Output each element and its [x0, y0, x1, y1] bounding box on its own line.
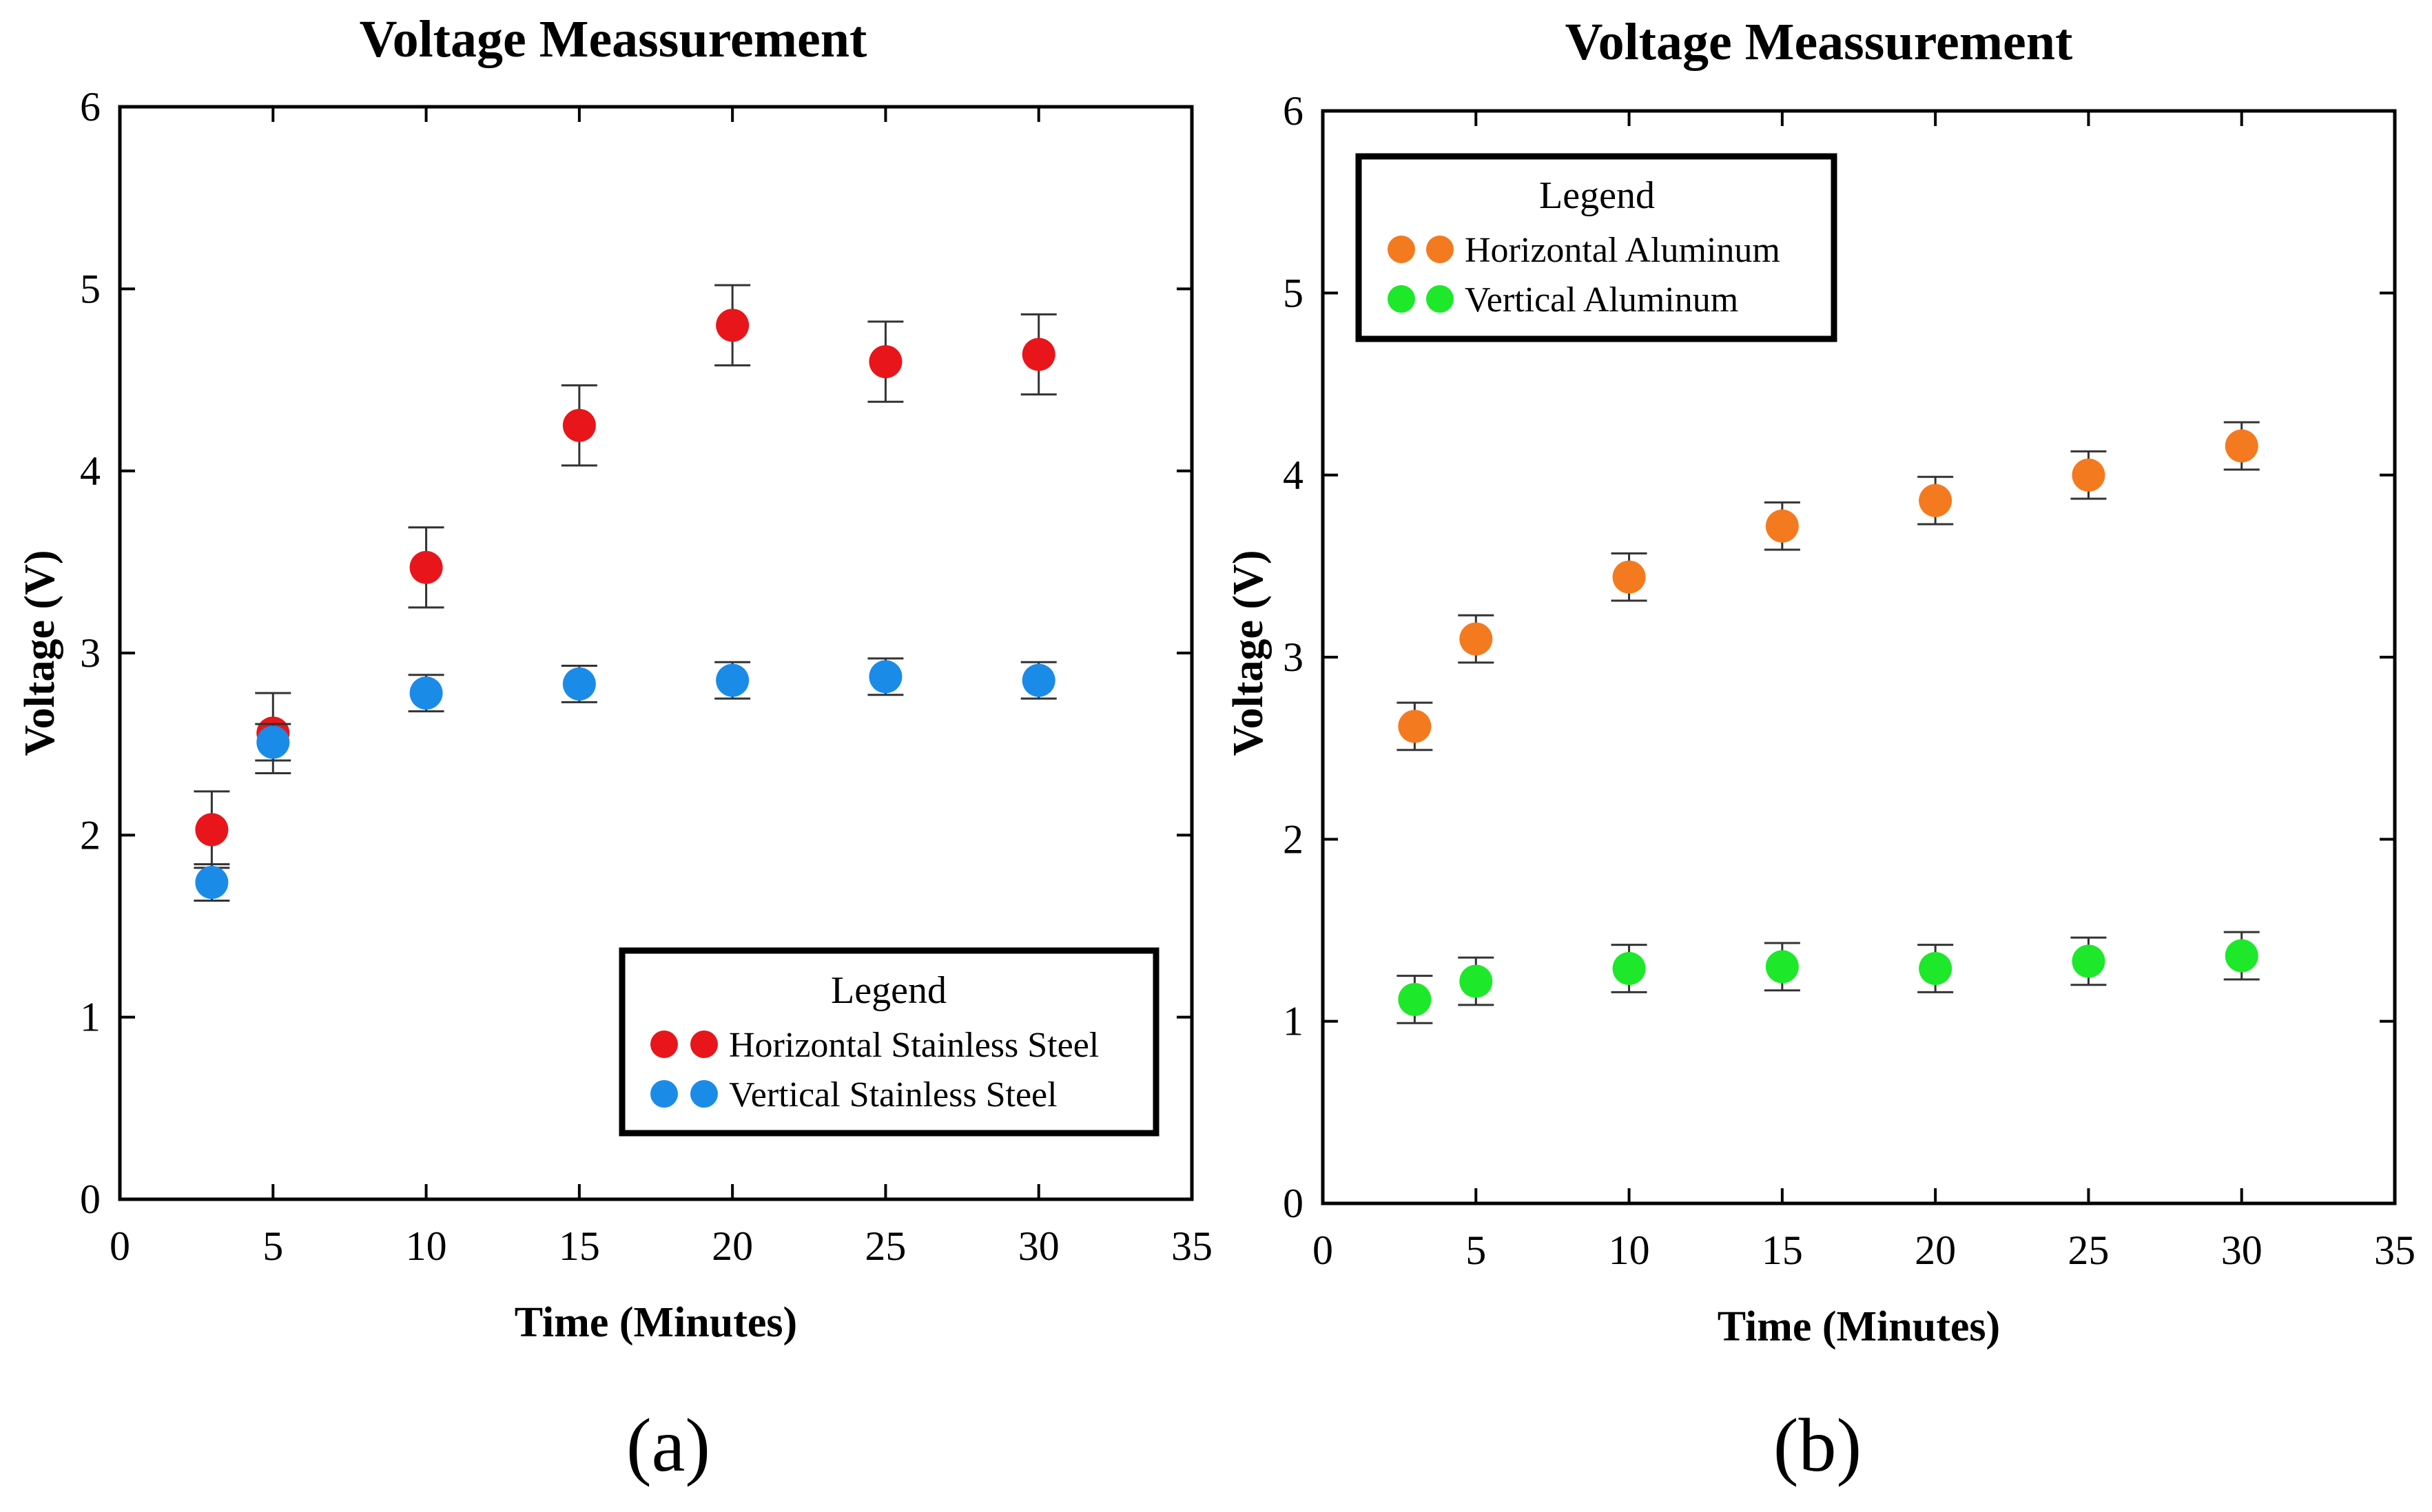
- data-layer: [1397, 421, 2260, 1024]
- data-point: [1612, 560, 1646, 594]
- data-point: [2072, 458, 2105, 492]
- y-tick-labels: 0 1 2 3 4 5 6: [80, 84, 101, 1222]
- data-point: [869, 345, 903, 379]
- data-point: [1765, 950, 1799, 984]
- chart-title: Voltage Meassurement: [360, 10, 867, 68]
- y-tick-label: 1: [80, 995, 101, 1040]
- data-point: [1612, 952, 1646, 986]
- x-tick-label: 25: [865, 1223, 906, 1269]
- y-tick-label: 5: [1283, 270, 1303, 315]
- legend-marker: [1426, 236, 1454, 263]
- y-tick-label: 2: [1283, 816, 1303, 862]
- x-tick-label: 0: [110, 1223, 130, 1269]
- legend-marker: [690, 1080, 718, 1108]
- data-point: [195, 813, 229, 847]
- x-axis-label: Time (Minutes): [515, 1299, 797, 1346]
- y-tick-labels: 0 1 2 3 4 5 6: [1283, 88, 1303, 1226]
- chart-panel-a: Voltage Meassurement 0 5 10 15 20 25 30 35 0123…: [17, 10, 1213, 1487]
- y-tick-label: 3: [80, 630, 101, 676]
- y-axis-label: Voltage (V): [1225, 550, 1272, 756]
- data-point: [1765, 509, 1799, 543]
- data-point: [1398, 710, 1432, 743]
- x-tick-label: 20: [1915, 1228, 1956, 1273]
- panel-label: (a): [626, 1403, 710, 1487]
- legend-label: Horizontal Aluminum: [1465, 231, 1780, 270]
- legend-marker: [1388, 236, 1415, 263]
- legend-label: Horizontal Stainless Steel: [729, 1026, 1099, 1065]
- data-point: [869, 660, 903, 694]
- data-point: [1459, 622, 1493, 656]
- data-point: [716, 663, 750, 697]
- x-tick-label: 25: [2068, 1228, 2109, 1273]
- data-point: [562, 408, 596, 442]
- legend-title: Legend: [1539, 174, 1655, 217]
- data-point: [2225, 939, 2258, 973]
- data-point: [1919, 952, 1952, 986]
- legend-marker: [650, 1031, 678, 1058]
- data-point: [1398, 982, 1432, 1016]
- axis-ticks: [1321, 110, 2396, 1205]
- legend-marker: [1388, 285, 1415, 313]
- y-tick-label: 4: [80, 448, 101, 494]
- data-point: [2072, 944, 2105, 978]
- legend-marker: [1426, 285, 1454, 313]
- y-tick-label: 1: [1283, 999, 1303, 1044]
- data-point: [716, 309, 750, 342]
- x-tick-label: 30: [1018, 1223, 1060, 1269]
- x-tick-label: 0: [1312, 1228, 1333, 1273]
- x-tick-label: 35: [1171, 1223, 1213, 1269]
- chart-panel-b: Voltage Meassurement 0 5 10 15 20 25 30 35 0123…: [1225, 13, 2415, 1487]
- legend-title: Legend: [831, 969, 947, 1012]
- y-tick-label: 5: [80, 266, 101, 311]
- y-tick-label: 3: [1283, 634, 1303, 680]
- data-point: [195, 866, 229, 900]
- x-tick-labels: 0 5 10 15 20 25 30 35: [110, 1223, 1213, 1269]
- series-1: [1397, 931, 2260, 1024]
- legend: Legend Horizontal Aluminum Vertical Alum…: [1355, 153, 1837, 342]
- y-tick-label: 2: [80, 812, 101, 858]
- x-tick-label: 5: [262, 1223, 283, 1269]
- x-tick-label: 5: [1465, 1228, 1486, 1273]
- legend-label: Vertical Aluminum: [1465, 280, 1738, 320]
- data-point: [409, 550, 443, 584]
- data-point: [1919, 484, 1952, 517]
- chart-title: Voltage Meassurement: [1565, 13, 2073, 71]
- x-tick-label: 35: [2374, 1228, 2415, 1273]
- x-tick-label: 20: [712, 1223, 753, 1269]
- y-tick-label: 6: [80, 84, 101, 130]
- data-point: [562, 667, 596, 701]
- y-tick-label: 4: [1283, 453, 1303, 498]
- data-point: [1022, 663, 1055, 697]
- series-0: [1397, 421, 2260, 752]
- x-axis-label: Time (Minutes): [1718, 1303, 2000, 1350]
- x-tick-label: 30: [2221, 1228, 2263, 1273]
- x-tick-label: 10: [1609, 1228, 1650, 1273]
- data-point: [1022, 338, 1055, 371]
- legend-marker: [690, 1031, 718, 1058]
- panel-label: (b): [1773, 1403, 1862, 1487]
- legend: Legend Horizontal Stainless Steel Vertic…: [619, 947, 1160, 1137]
- series-0: [194, 284, 1057, 869]
- data-point: [409, 676, 443, 710]
- data-point: [1459, 964, 1493, 998]
- x-tick-label: 15: [1762, 1228, 1803, 1273]
- data-layer: [194, 284, 1057, 902]
- x-tick-labels: 0 5 10 15 20 25 30 35: [1312, 1228, 2415, 1273]
- data-point: [256, 725, 290, 759]
- axis-ticks: [118, 105, 1193, 1201]
- data-point: [2225, 429, 2258, 463]
- y-tick-label: 0: [1283, 1181, 1303, 1226]
- legend-marker: [650, 1080, 678, 1108]
- x-tick-label: 10: [406, 1223, 447, 1269]
- series-1: [194, 657, 1057, 902]
- y-tick-label: 6: [1283, 88, 1303, 134]
- legend-label: Vertical Stainless Steel: [729, 1075, 1058, 1115]
- y-axis-label: Voltage (V): [17, 550, 63, 756]
- y-tick-label: 0: [80, 1177, 101, 1222]
- x-tick-label: 15: [559, 1223, 600, 1269]
